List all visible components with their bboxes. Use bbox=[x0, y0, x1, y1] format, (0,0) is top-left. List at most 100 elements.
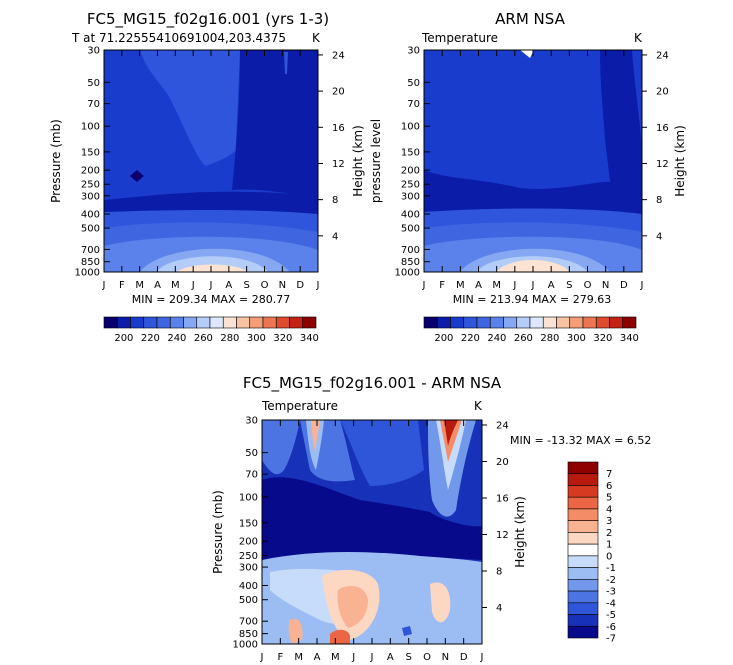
colorbar-swatch bbox=[567, 473, 599, 486]
y-tick-label: 500 bbox=[81, 224, 100, 235]
y-tick-label: 100 bbox=[81, 122, 100, 133]
x-tick-label: J bbox=[370, 652, 374, 663]
y2-tick-label: 4 bbox=[496, 603, 502, 614]
y-tick-label: 300 bbox=[81, 191, 100, 202]
y2-tick-label: 12 bbox=[496, 530, 509, 541]
panel1-contour-streak bbox=[284, 52, 288, 74]
colorbar-swatch bbox=[567, 532, 599, 545]
colorbar-swatch bbox=[450, 316, 465, 329]
colorbar-swatch bbox=[567, 555, 599, 568]
x-tick-label: S bbox=[243, 280, 249, 291]
y-tick-label: 150 bbox=[239, 518, 258, 529]
colorbar-label: 220 bbox=[141, 333, 160, 344]
y-tick-label: 400 bbox=[401, 209, 420, 220]
y-tick-label: 250 bbox=[401, 180, 420, 191]
panel2-contour-warm-spot bbox=[520, 50, 534, 58]
x-tick-label: M bbox=[294, 652, 303, 663]
x-tick-label: J bbox=[640, 280, 644, 291]
panel2-y-label: pressure level bbox=[369, 119, 383, 203]
panel3-contour-right-warm bbox=[430, 582, 451, 623]
y-tick-label: 500 bbox=[239, 595, 258, 606]
x-tick-label: J bbox=[191, 280, 195, 291]
colorbar-swatch bbox=[262, 316, 277, 329]
x-tick-label: M bbox=[171, 280, 180, 291]
colorbar-swatch bbox=[567, 543, 599, 557]
x-tick-label: J bbox=[260, 652, 264, 663]
colorbar-swatch bbox=[567, 602, 599, 615]
x-tick-label: O bbox=[423, 652, 431, 663]
panel3-contour-spike-a-warm bbox=[311, 420, 320, 452]
y-tick-label: 150 bbox=[401, 147, 420, 158]
colorbar-label: -4 bbox=[606, 598, 616, 609]
panel2-plot-area bbox=[423, 49, 643, 273]
y2-tick-label: 12 bbox=[656, 159, 669, 170]
x-tick-label: J bbox=[102, 280, 106, 291]
panel2-colorbar: 200 220 240 260 280 300 320 340 bbox=[423, 316, 639, 344]
y-tick-label: 700 bbox=[401, 245, 420, 256]
y-tick-label: 850 bbox=[81, 257, 100, 268]
colorbar-label: 200 bbox=[114, 333, 133, 344]
colorbar-label: 260 bbox=[194, 333, 213, 344]
panel2-title: ARM NSA bbox=[495, 10, 565, 28]
x-tick-label: F bbox=[119, 280, 125, 291]
x-tick-label: F bbox=[277, 652, 283, 663]
colorbar-swatch bbox=[476, 316, 491, 329]
colorbar-label: 4 bbox=[606, 504, 612, 515]
colorbar-swatch bbox=[567, 590, 599, 604]
colorbar-label: 320 bbox=[593, 333, 612, 344]
colorbar-swatch bbox=[503, 316, 518, 329]
colorbar-swatch bbox=[423, 316, 438, 329]
y2-tick-label: 8 bbox=[332, 195, 338, 206]
panel-model-temperature: FC5_MG15_f02g16.001 (yrs 1-3) T at 71.22… bbox=[49, 10, 365, 344]
y-tick-label: 500 bbox=[401, 224, 420, 235]
panel3-title: FC5_MG15_f02g16.001 - ARM NSA bbox=[243, 374, 502, 393]
colorbar-swatch bbox=[529, 316, 544, 329]
panel3-subtitle: Temperature bbox=[261, 399, 338, 413]
y-tick-label: 1000 bbox=[75, 268, 100, 279]
y-tick-label: 30 bbox=[245, 416, 258, 427]
y2-tick-label: 8 bbox=[496, 566, 502, 577]
colorbar-label: -6 bbox=[606, 622, 616, 633]
panel3-axes: J F M A M J J A S O N D J305070100150200250300400500… bbox=[233, 416, 509, 664]
panel1-contour-upper-cold bbox=[232, 50, 318, 200]
panel3-contour-lower-warmer bbox=[337, 585, 368, 628]
colorbar-swatch bbox=[222, 316, 237, 329]
panel1-contour-warm-core bbox=[176, 264, 248, 272]
y-tick-label: 200 bbox=[239, 537, 258, 548]
y-tick-label: 400 bbox=[81, 209, 100, 220]
y-tick-label: 100 bbox=[239, 492, 258, 503]
x-tick-label: O bbox=[584, 280, 592, 291]
y2-tick-label: 20 bbox=[656, 87, 669, 98]
colorbar-swatch bbox=[567, 496, 599, 510]
colorbar-swatch bbox=[567, 520, 599, 533]
y-tick-label: 30 bbox=[87, 46, 100, 57]
x-tick-label: O bbox=[261, 280, 269, 291]
colorbar-swatch bbox=[436, 316, 451, 329]
colorbar-swatch bbox=[463, 316, 478, 329]
colorbar-label: 280 bbox=[540, 333, 559, 344]
colorbar-swatch bbox=[116, 316, 131, 329]
colorbar-swatch bbox=[302, 316, 317, 329]
colorbar-label: 240 bbox=[167, 333, 186, 344]
panel2-contour-tropopause-band bbox=[424, 50, 642, 215]
y2-tick-label: 24 bbox=[656, 50, 669, 61]
y-tick-label: 850 bbox=[401, 257, 420, 268]
colorbar-swatch bbox=[567, 614, 599, 627]
panel1-y2-label: Height (km) bbox=[351, 125, 365, 196]
panel3-unit-label: K bbox=[474, 399, 483, 413]
y-tick-label: 700 bbox=[81, 245, 100, 256]
y-tick-label: 400 bbox=[239, 581, 258, 592]
x-tick-label: S bbox=[405, 652, 411, 663]
x-tick-label: N bbox=[442, 652, 449, 663]
colorbar-swatch bbox=[489, 316, 504, 329]
colorbar-label: -2 bbox=[606, 575, 616, 586]
panel-difference-temperature: FC5_MG15_f02g16.001 - ARM NSA Temperatur… bbox=[211, 374, 651, 663]
x-tick-label: J bbox=[351, 652, 355, 663]
y-tick-label: 70 bbox=[87, 99, 100, 110]
x-tick-label: J bbox=[480, 652, 484, 663]
x-tick-label: M bbox=[456, 280, 465, 291]
colorbar-label: 5 bbox=[606, 493, 612, 504]
x-tick-label: A bbox=[387, 652, 394, 663]
